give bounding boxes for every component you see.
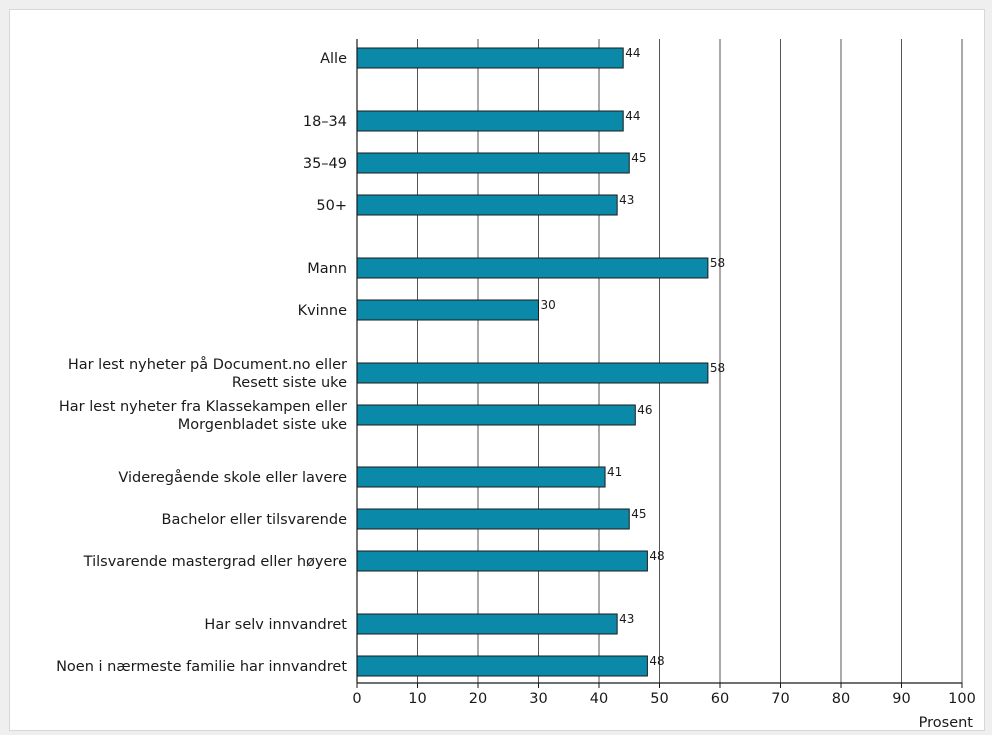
category-label: Noen i nærmeste familie har innvandret bbox=[56, 659, 347, 675]
x-tick-label: 90 bbox=[892, 691, 910, 707]
bar bbox=[356, 152, 630, 174]
bar bbox=[356, 194, 618, 216]
category-label: Har selv innvandret bbox=[204, 617, 347, 633]
category-label: Resett siste uke bbox=[232, 375, 347, 391]
category-label: 35–49 bbox=[303, 156, 347, 172]
value-label: 45 bbox=[631, 151, 646, 165]
value-label: 45 bbox=[631, 507, 646, 521]
category-label: Har lest nyheter på Document.no eller bbox=[68, 356, 347, 373]
x-tick-label: 100 bbox=[948, 691, 976, 707]
value-label: 48 bbox=[649, 654, 664, 668]
category-label: Alle bbox=[320, 51, 347, 67]
bar bbox=[356, 655, 648, 677]
bar bbox=[356, 47, 624, 69]
value-label: 58 bbox=[710, 361, 725, 375]
category-label: Tilsvarende mastergrad eller høyere bbox=[83, 554, 347, 570]
x-tick-label: 50 bbox=[650, 691, 668, 707]
gridlines bbox=[417, 39, 963, 683]
bar bbox=[356, 404, 636, 426]
bars bbox=[356, 47, 709, 677]
category-label: Morgenbladet siste uke bbox=[178, 417, 347, 433]
category-label: Videregående skole eller lavere bbox=[118, 469, 347, 486]
value-label: 41 bbox=[607, 465, 622, 479]
bar bbox=[356, 613, 618, 635]
x-tick-label: 0 bbox=[352, 691, 361, 707]
value-label: 43 bbox=[619, 193, 634, 207]
x-tick-label: 10 bbox=[408, 691, 426, 707]
bar bbox=[356, 508, 630, 530]
bar bbox=[356, 362, 709, 384]
bar bbox=[356, 466, 606, 488]
bar bbox=[356, 257, 709, 279]
value-label: 44 bbox=[625, 109, 640, 123]
x-tick-label: 60 bbox=[711, 691, 729, 707]
value-label: 43 bbox=[619, 612, 634, 626]
x-tick-label: 80 bbox=[832, 691, 850, 707]
x-tick-label: 70 bbox=[771, 691, 789, 707]
category-label: 50+ bbox=[316, 198, 347, 214]
value-label: 48 bbox=[649, 549, 664, 563]
bar bbox=[356, 110, 624, 132]
x-tick-label: 20 bbox=[469, 691, 487, 707]
category-label: Har lest nyheter fra Klassekampen eller bbox=[59, 399, 347, 415]
data-labels: 44 44 45 43 58 30 58 46 41 45 48 43 48 bbox=[541, 46, 726, 668]
x-tick-label: 30 bbox=[529, 691, 547, 707]
value-label: 30 bbox=[541, 298, 556, 312]
category-label: Bachelor eller tilsvarende bbox=[162, 512, 348, 528]
value-label: 58 bbox=[710, 256, 725, 270]
category-label: Kvinne bbox=[298, 303, 347, 319]
category-label: 18–34 bbox=[303, 114, 347, 130]
category-labels: Alle 18–34 35–49 50+ Mann Kvinne Har lest nyhe… bbox=[56, 51, 347, 675]
x-axis-title: Prosent bbox=[919, 715, 974, 731]
x-tick-label: 40 bbox=[590, 691, 608, 707]
bar bbox=[356, 550, 648, 572]
category-label: Mann bbox=[307, 261, 347, 277]
value-label: 44 bbox=[625, 46, 640, 60]
value-label: 46 bbox=[637, 403, 652, 417]
x-axis: 0 10 20 30 40 50 60 70 80 90 100 bbox=[352, 39, 976, 707]
bar bbox=[356, 299, 539, 321]
